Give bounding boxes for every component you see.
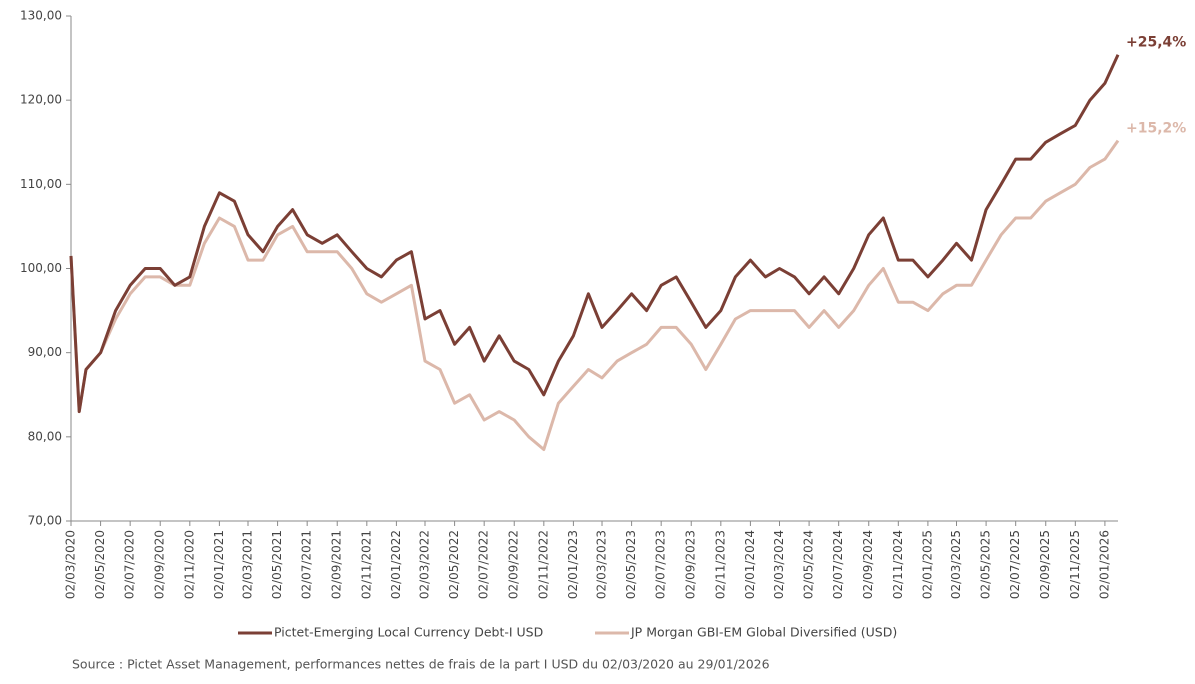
y-tick-label: 80,00 bbox=[28, 429, 62, 443]
source-note: Source : Pictet Asset Management, perfor… bbox=[72, 657, 770, 672]
x-tick-label: 02/05/2020 bbox=[93, 530, 107, 599]
x-tick-label: 02/09/2021 bbox=[330, 530, 344, 599]
x-tick-label: 02/11/2022 bbox=[536, 530, 550, 599]
y-tick-label: 120,00 bbox=[20, 93, 62, 107]
x-tick-label: 02/11/2020 bbox=[182, 530, 196, 599]
x-tick-label: 02/01/2023 bbox=[566, 530, 580, 599]
x-tick-label: 02/07/2022 bbox=[477, 530, 491, 599]
x-tick-label: 02/09/2025 bbox=[1038, 530, 1052, 599]
x-tick-label: 02/01/2024 bbox=[743, 530, 757, 599]
x-tick-label: 02/07/2023 bbox=[654, 530, 668, 599]
x-tick-label: 02/11/2024 bbox=[891, 530, 905, 599]
legend-label: JP Morgan GBI-EM Global Diversified (USD… bbox=[630, 625, 897, 640]
x-tick-label: 02/05/2022 bbox=[447, 530, 461, 599]
x-tick-label: 02/03/2024 bbox=[772, 530, 786, 599]
y-tick-label: 130,00 bbox=[20, 9, 62, 23]
x-tick-label: 02/09/2022 bbox=[507, 530, 521, 599]
legend-label: Pictet-Emerging Local Currency Debt-I US… bbox=[274, 625, 543, 640]
y-tick-label: 70,00 bbox=[28, 514, 62, 528]
y-tick-label: 90,00 bbox=[28, 345, 62, 359]
x-tick-label: 02/09/2020 bbox=[153, 530, 167, 599]
x-tick-label: 02/07/2020 bbox=[123, 530, 137, 599]
x-tick-label: 02/03/2022 bbox=[418, 530, 432, 599]
x-tick-label: 02/05/2025 bbox=[979, 530, 993, 599]
series-line bbox=[69, 54, 1120, 414]
x-tick-label: 02/03/2020 bbox=[64, 530, 78, 599]
x-tick-label: 02/01/2021 bbox=[212, 530, 226, 599]
y-tick-label: 100,00 bbox=[20, 261, 62, 275]
x-tick-label: 02/01/2022 bbox=[389, 530, 403, 599]
x-tick-label: 02/01/2026 bbox=[1097, 530, 1111, 599]
x-tick-label: 02/11/2021 bbox=[359, 530, 373, 599]
x-tick-label: 02/07/2021 bbox=[300, 530, 314, 599]
x-tick-label: 02/05/2024 bbox=[802, 530, 816, 599]
series-line bbox=[69, 139, 1120, 451]
x-tick-label: 02/03/2023 bbox=[595, 530, 609, 599]
y-tick-label: 110,00 bbox=[20, 177, 62, 191]
x-tick-label: 02/03/2025 bbox=[949, 530, 963, 599]
x-tick-label: 02/09/2024 bbox=[861, 530, 875, 599]
x-tick-label: 02/03/2021 bbox=[241, 530, 255, 599]
x-tick-label: 02/09/2023 bbox=[684, 530, 698, 599]
x-tick-label: 02/05/2021 bbox=[270, 530, 284, 599]
x-tick-label: 02/07/2024 bbox=[831, 530, 845, 599]
end-label: +15,2% bbox=[1126, 121, 1186, 137]
x-tick-label: 02/11/2025 bbox=[1068, 530, 1082, 599]
x-tick-label: 02/01/2025 bbox=[920, 530, 934, 599]
x-tick-label: 02/05/2023 bbox=[624, 530, 638, 599]
end-label: +25,4% bbox=[1126, 35, 1186, 51]
x-tick-label: 02/07/2025 bbox=[1008, 530, 1022, 599]
x-tick-label: 02/11/2023 bbox=[713, 530, 727, 599]
